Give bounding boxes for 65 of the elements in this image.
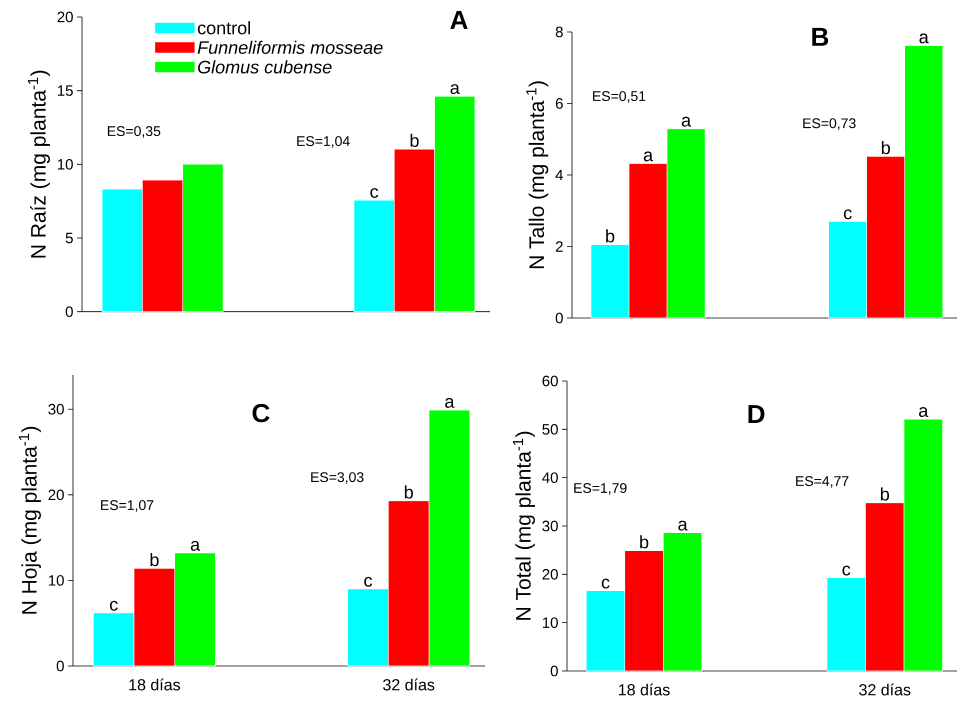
data-label: b xyxy=(404,485,413,499)
legend-label: control xyxy=(198,21,250,34)
y-tick-label: 8 xyxy=(556,26,563,38)
y-tick-label: 60 xyxy=(542,376,558,386)
data-label: a xyxy=(445,398,454,408)
y-axis-title: N Raíz (mg planta$^{-1}$) xyxy=(28,70,50,258)
y-tick-label: 15 xyxy=(58,85,73,96)
data-label: b xyxy=(880,487,890,501)
x-tick-label: 18 días xyxy=(129,678,180,690)
data-label: b xyxy=(640,535,648,548)
data-label: a xyxy=(919,34,929,44)
y-axis-title: N Total (mg planta$^{-1}$) xyxy=(512,432,535,620)
annotation: ES=0,73 xyxy=(803,118,856,130)
data-label: b xyxy=(882,140,890,154)
data-label: c xyxy=(842,566,850,576)
data-label: b xyxy=(410,134,419,147)
data-label: a xyxy=(678,520,688,531)
annotation: ES=1,79 xyxy=(574,483,627,495)
data-label: c xyxy=(110,600,118,611)
data-label: b xyxy=(150,552,159,566)
y-tick-label: 0 xyxy=(556,312,563,324)
y-axis-title: N Hoja (mg planta$^{-1}$) xyxy=(18,426,41,614)
data-label: c xyxy=(602,578,610,589)
data-label: a xyxy=(919,407,928,417)
y-tick-label: 10 xyxy=(542,617,558,628)
legend-label: Funneliformis mosseae xyxy=(198,40,383,54)
text: D xyxy=(748,405,764,423)
y-tick-label: 30 xyxy=(542,520,558,532)
data-label: a xyxy=(190,540,200,551)
y-axis-title: N Tallo (mg planta$^{-1}$) xyxy=(526,81,548,268)
data-label: a xyxy=(682,116,692,127)
annotation: ES=1,04 xyxy=(297,136,350,148)
text: C xyxy=(252,404,270,422)
data-label: c xyxy=(844,209,852,220)
y-tick-label: 30 xyxy=(48,404,64,415)
y-tick-label: 0 xyxy=(56,660,64,672)
y-tick-label: 0 xyxy=(550,666,558,676)
annotation: ES=0,35 xyxy=(108,126,160,138)
y-tick-label: 20 xyxy=(542,569,558,580)
x-tick-label: 32 días xyxy=(383,678,434,690)
x-tick-label: 18 días xyxy=(619,684,670,696)
x-tick-label: 32 días xyxy=(859,684,910,696)
annotation: ES=1,07 xyxy=(101,500,154,512)
chart-title: B xyxy=(812,28,828,46)
annotation: ES=0,51 xyxy=(593,91,646,103)
data-label: a xyxy=(644,151,654,162)
y-tick-label: 50 xyxy=(542,424,558,435)
y-tick-label: 4 xyxy=(555,170,564,180)
y-tick-label: 20 xyxy=(48,490,64,500)
chart-title: A xyxy=(450,10,468,29)
y-tick-label: 20 xyxy=(58,12,73,22)
y-tick-label: 10 xyxy=(48,575,64,586)
y-tick-label: 2 xyxy=(556,241,563,252)
data-label: c xyxy=(364,576,372,587)
data-label: b xyxy=(606,229,614,242)
data-label: c xyxy=(370,188,378,198)
y-tick-label: 5 xyxy=(66,232,73,244)
legend-label: Glomus cubense xyxy=(198,60,332,74)
y-tick-label: 6 xyxy=(556,98,563,109)
annotation: ES=4,77 xyxy=(796,476,848,488)
annotation: ES=3,03 xyxy=(311,472,364,484)
y-tick-label: 40 xyxy=(542,472,558,483)
y-tick-label: 0 xyxy=(66,306,73,317)
data-label: a xyxy=(450,84,460,94)
y-tick-label: 10 xyxy=(58,159,73,170)
